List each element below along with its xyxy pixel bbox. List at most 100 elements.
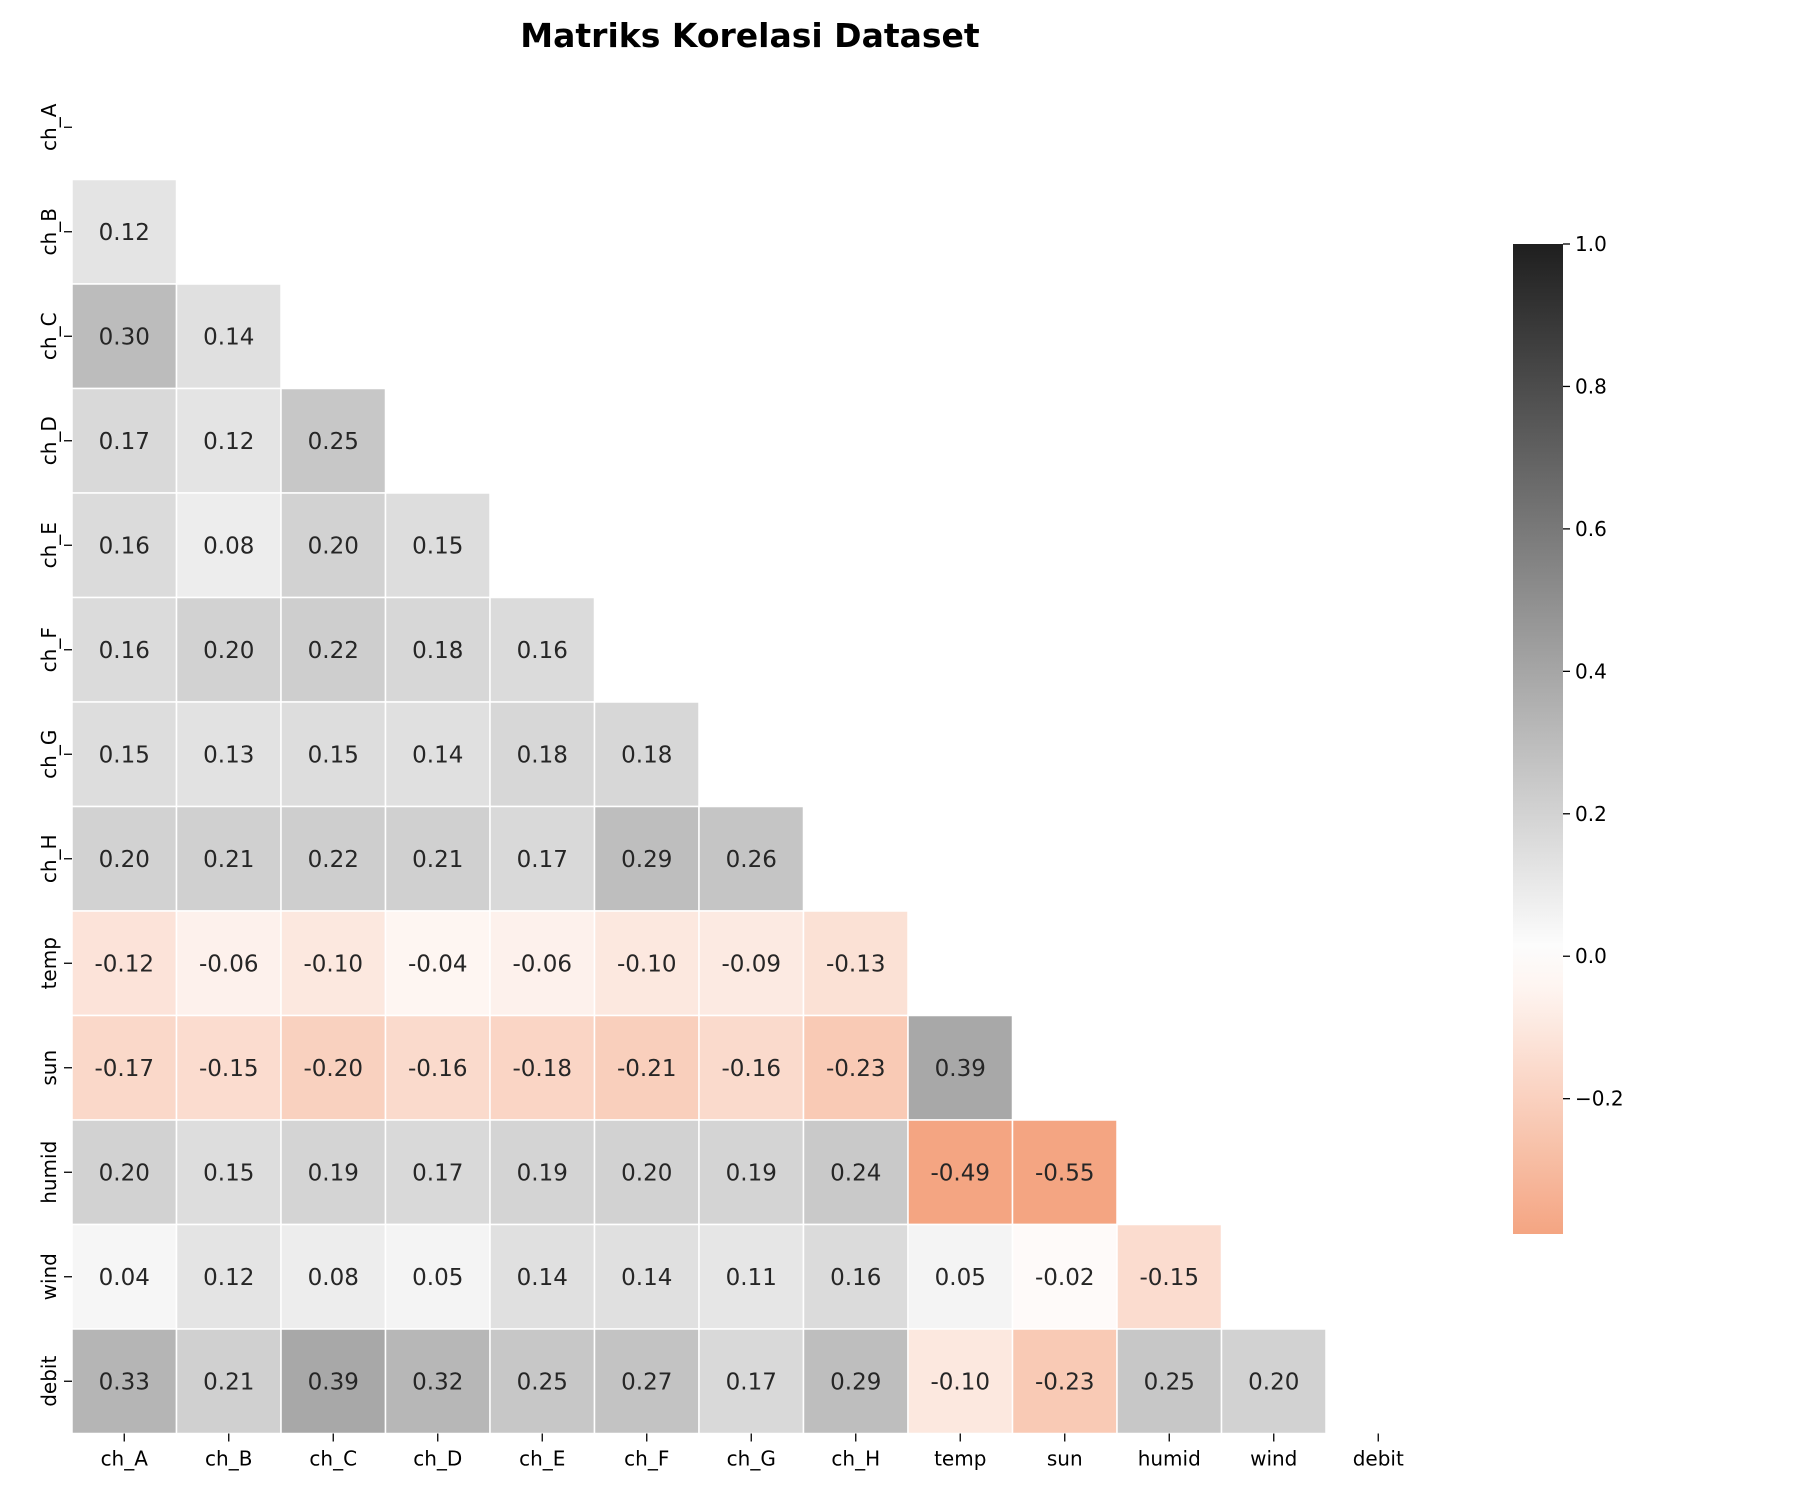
cell-value-label: -0.16	[721, 1056, 781, 1082]
cell-value-label: 0.16	[99, 638, 150, 664]
cell-value-label: -0.09	[721, 951, 781, 977]
cell-value-label: 0.26	[726, 847, 777, 873]
y-tick-label: ch_D	[37, 416, 61, 465]
cell-value-label: -0.18	[512, 1056, 572, 1082]
heatmap-cell	[593, 1119, 700, 1226]
heatmap-cell	[280, 1014, 387, 1121]
x-tick-label: sun	[1047, 1447, 1083, 1471]
x-tick-label: ch_D	[413, 1447, 462, 1471]
cell-value-label: -0.20	[303, 1056, 363, 1082]
heatmap-cell	[384, 492, 491, 599]
cell-value-label: -0.04	[408, 951, 468, 977]
heatmap-cells: 0.12 0.30 0.14 0.17 0.12 0.25 0.16 0.08 0.20 0.15…	[71, 178, 1327, 1435]
cell-value-label: -0.06	[199, 951, 259, 977]
cell-value-label: -0.15	[1139, 1265, 1199, 1291]
cell-value-label: -0.23	[826, 1056, 886, 1082]
cell-value-label: 0.19	[517, 1160, 568, 1186]
heatmap-cell	[1011, 1328, 1118, 1435]
cell-value-label: 0.39	[308, 1369, 359, 1395]
cell-value-label: 0.11	[726, 1265, 777, 1291]
heatmap-cell	[280, 701, 387, 808]
cell-value-label: -0.23	[1035, 1369, 1095, 1395]
cell-value-label: 0.05	[935, 1265, 986, 1291]
heatmap-cell	[175, 1328, 282, 1435]
heatmap-cell	[802, 1328, 909, 1435]
heatmap-cell	[175, 701, 282, 808]
x-tick-label: ch_A	[101, 1447, 149, 1471]
cell-value-label: 0.15	[412, 533, 463, 559]
cell-value-label: -0.10	[617, 951, 677, 977]
heatmap-cell	[593, 1014, 700, 1121]
cell-value-label: 0.15	[203, 1160, 254, 1186]
heatmap-cell	[1220, 1328, 1327, 1435]
heatmap-cell	[175, 1014, 282, 1121]
cell-value-label: 0.17	[726, 1369, 777, 1395]
y-tick-label: ch_C	[37, 312, 61, 360]
heatmap-cell	[907, 1223, 1014, 1330]
x-tick-label: wind	[1250, 1447, 1297, 1471]
cell-value-label: 0.16	[830, 1265, 881, 1291]
y-tick-label: ch_B	[37, 208, 61, 255]
heatmap-cell	[489, 701, 596, 808]
cell-value-label: 0.15	[308, 742, 359, 768]
cell-value-label: -0.17	[94, 1056, 154, 1082]
heatmap-cell	[593, 701, 700, 808]
cell-value-label: 0.17	[99, 429, 150, 455]
y-tick-label: debit	[37, 1356, 61, 1407]
heatmap-cell	[71, 1328, 178, 1435]
x-tick-label: debit	[1353, 1447, 1404, 1471]
cell-value-label: 0.21	[203, 847, 254, 873]
y-tick-label: ch_H	[37, 834, 61, 883]
heatmap-cell	[384, 701, 491, 808]
cell-value-label: 0.21	[203, 1369, 254, 1395]
x-tick-label: ch_H	[831, 1447, 880, 1471]
cell-value-label: 0.39	[935, 1056, 986, 1082]
cell-value-label: 0.04	[99, 1265, 150, 1291]
heatmap-cell	[802, 1119, 909, 1226]
y-tick-label: ch_G	[37, 730, 61, 779]
heatmap-cell	[175, 596, 282, 703]
heatmap-cell	[280, 1119, 387, 1226]
cell-value-label: -0.15	[199, 1056, 259, 1082]
heatmap-cell	[593, 1223, 700, 1330]
cell-value-label: 0.24	[830, 1160, 881, 1186]
y-tick-label: ch_E	[37, 522, 61, 568]
cell-value-label: -0.10	[930, 1369, 990, 1395]
heatmap-cell	[384, 1328, 491, 1435]
heatmap-cell	[384, 596, 491, 703]
heatmap-cell	[71, 1119, 178, 1226]
heatmap-cell	[593, 805, 700, 912]
x-tick-label: ch_C	[309, 1447, 357, 1471]
cell-value-label: -0.49	[930, 1160, 990, 1186]
cell-value-label: 0.08	[308, 1265, 359, 1291]
heatmap-cell	[71, 178, 178, 285]
cell-value-label: -0.02	[1035, 1265, 1095, 1291]
cell-value-label: 0.20	[621, 1160, 672, 1186]
heatmap-cell	[175, 492, 282, 599]
cell-value-label: 0.15	[99, 742, 150, 768]
cell-value-label: 0.14	[621, 1265, 672, 1291]
heatmap-cell	[384, 1223, 491, 1330]
cell-value-label: 0.22	[308, 847, 359, 873]
cell-value-label: -0.12	[94, 951, 154, 977]
cell-value-label: 0.14	[412, 742, 463, 768]
colorbar-tick-label: 0.6	[1575, 517, 1607, 541]
cell-value-label: -0.21	[617, 1056, 677, 1082]
cell-value-label: 0.20	[308, 533, 359, 559]
cell-value-label: 0.16	[517, 638, 568, 664]
heatmap-cell	[71, 805, 178, 912]
heatmap-cell	[593, 1328, 700, 1435]
cell-value-label: 0.18	[412, 638, 463, 664]
heatmap-cell	[907, 1328, 1014, 1435]
cell-value-label: 0.32	[412, 1369, 463, 1395]
cell-value-label: -0.13	[826, 951, 886, 977]
cell-value-label: -0.16	[408, 1056, 468, 1082]
colorbar-tick-label: 0.2	[1575, 802, 1607, 826]
y-tick-label: humid	[37, 1141, 61, 1204]
heatmap-cell	[384, 1014, 491, 1121]
x-tick-label: ch_G	[727, 1447, 776, 1471]
cell-value-label: 0.18	[621, 742, 672, 768]
heatmap-cell	[384, 1119, 491, 1226]
